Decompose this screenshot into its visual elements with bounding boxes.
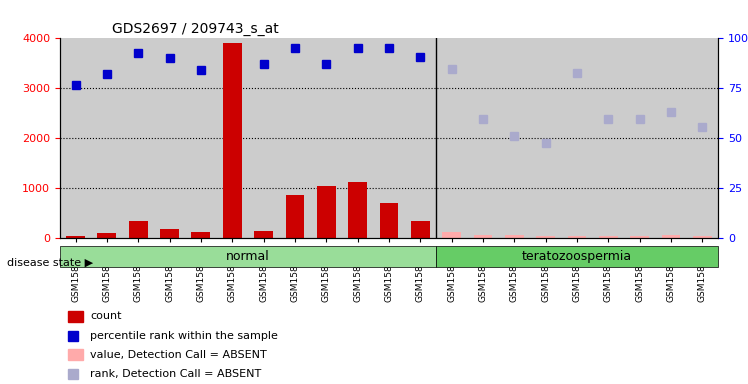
Bar bbox=[373, 38, 405, 238]
Bar bbox=[530, 38, 561, 238]
Text: teratozoospermia: teratozoospermia bbox=[522, 250, 632, 263]
Bar bbox=[379, 203, 399, 238]
Text: percentile rank within the sample: percentile rank within the sample bbox=[90, 331, 278, 341]
Bar bbox=[693, 235, 712, 238]
Bar bbox=[68, 349, 83, 360]
Bar bbox=[561, 38, 592, 238]
Bar bbox=[91, 38, 123, 238]
Bar bbox=[687, 38, 718, 238]
Bar bbox=[568, 235, 586, 238]
Bar bbox=[662, 235, 681, 238]
Bar bbox=[223, 43, 242, 238]
Text: GDS2697 / 209743_s_at: GDS2697 / 209743_s_at bbox=[112, 22, 279, 36]
Bar bbox=[317, 186, 336, 238]
Bar bbox=[473, 235, 492, 238]
Bar bbox=[624, 38, 655, 238]
Bar bbox=[154, 38, 186, 238]
Bar bbox=[310, 38, 342, 238]
Bar bbox=[592, 38, 624, 238]
Bar bbox=[286, 195, 304, 238]
Bar bbox=[186, 38, 217, 238]
FancyBboxPatch shape bbox=[436, 246, 718, 267]
Bar bbox=[160, 229, 179, 238]
Bar bbox=[123, 38, 154, 238]
Bar bbox=[599, 235, 618, 238]
Bar bbox=[349, 182, 367, 238]
Bar bbox=[631, 235, 649, 238]
Bar bbox=[505, 235, 524, 238]
Text: count: count bbox=[90, 311, 122, 321]
Bar bbox=[468, 38, 499, 238]
Text: disease state ▶: disease state ▶ bbox=[7, 258, 94, 268]
Bar bbox=[405, 38, 436, 238]
Bar bbox=[436, 38, 468, 238]
Bar bbox=[248, 38, 279, 238]
Bar bbox=[66, 236, 85, 238]
Bar bbox=[342, 38, 373, 238]
Bar bbox=[191, 232, 210, 238]
Bar bbox=[129, 220, 147, 238]
Bar bbox=[279, 38, 310, 238]
Bar bbox=[97, 233, 116, 238]
Text: normal: normal bbox=[226, 250, 270, 263]
Bar bbox=[499, 38, 530, 238]
Bar bbox=[655, 38, 687, 238]
Text: rank, Detection Call = ABSENT: rank, Detection Call = ABSENT bbox=[90, 369, 261, 379]
Bar bbox=[68, 311, 83, 322]
Bar bbox=[60, 38, 91, 238]
Bar bbox=[411, 220, 429, 238]
Text: value, Detection Call = ABSENT: value, Detection Call = ABSENT bbox=[90, 350, 267, 360]
FancyBboxPatch shape bbox=[60, 246, 436, 267]
Bar bbox=[217, 38, 248, 238]
Bar bbox=[536, 235, 555, 238]
Bar bbox=[442, 232, 461, 238]
Bar bbox=[254, 230, 273, 238]
